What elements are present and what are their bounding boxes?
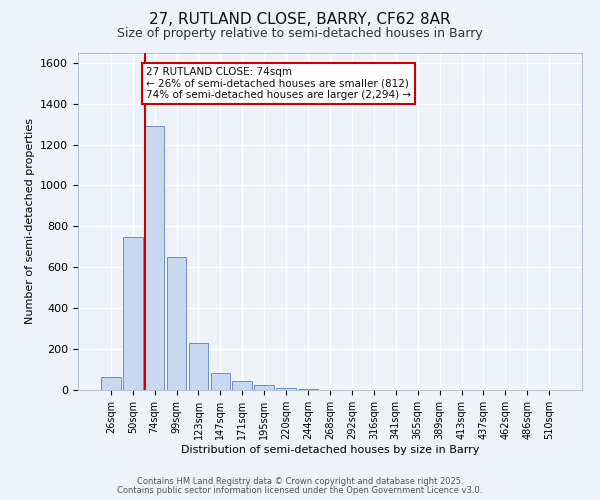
Bar: [101, 376, 121, 390]
Text: 27 RUTLAND CLOSE: 74sqm
← 26% of semi-detached houses are smaller (812)
74% of s: 27 RUTLAND CLOSE: 74sqm ← 26% of semi-de…: [146, 67, 411, 100]
Bar: [167, 257, 187, 390]
Text: 27, RUTLAND CLOSE, BARRY, CF62 8AR: 27, RUTLAND CLOSE, BARRY, CF62 8AR: [149, 12, 451, 28]
Y-axis label: Number of semi-detached properties: Number of semi-detached properties: [25, 118, 35, 324]
Bar: [211, 372, 230, 390]
Bar: [145, 126, 164, 390]
Text: Size of property relative to semi-detached houses in Barry: Size of property relative to semi-detach…: [117, 28, 483, 40]
X-axis label: Distribution of semi-detached houses by size in Barry: Distribution of semi-detached houses by …: [181, 444, 479, 454]
Bar: [298, 389, 318, 390]
Bar: [276, 388, 296, 390]
Bar: [188, 343, 208, 390]
Text: Contains HM Land Registry data © Crown copyright and database right 2025.: Contains HM Land Registry data © Crown c…: [137, 477, 463, 486]
Bar: [232, 381, 252, 390]
Bar: [254, 385, 274, 390]
Bar: [123, 236, 143, 390]
Text: Contains public sector information licensed under the Open Government Licence v3: Contains public sector information licen…: [118, 486, 482, 495]
